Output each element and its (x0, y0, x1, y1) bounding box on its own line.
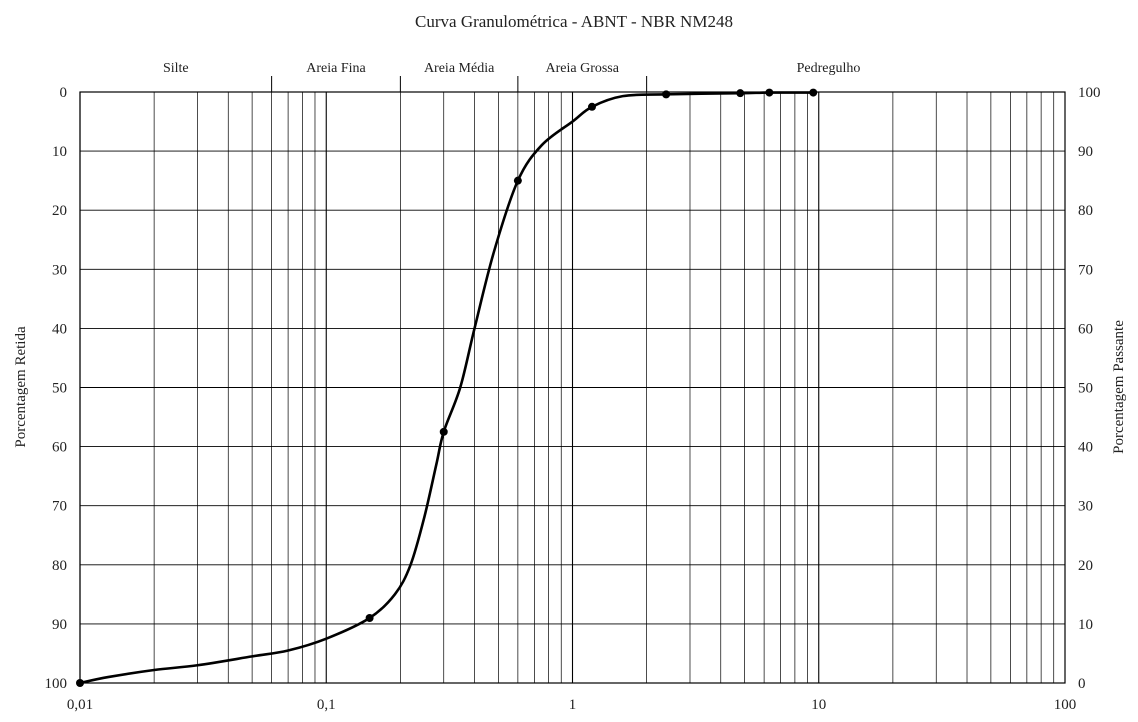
y-left-tick-label: 100 (45, 676, 68, 692)
data-point (587, 102, 596, 111)
y-right-tick-label: 80 (1078, 203, 1093, 219)
y-left-tick-labels: 0 10 20 30 40 50 60 70 80 90 100 (45, 85, 68, 692)
x-tick-label: 0,01 (67, 697, 93, 713)
y-left-axis-title: Porcentagem Retida (13, 326, 29, 448)
y-left-tick-label: 30 (52, 262, 67, 278)
data-point (513, 176, 522, 185)
y-right-axis-title: Porcentagem Passante (1111, 320, 1127, 454)
x-tick-label: 0,1 (317, 697, 336, 713)
band-label: Areia Média (424, 61, 495, 76)
y-left-tick-label: 10 (52, 144, 67, 160)
band-label: Areia Fina (306, 61, 366, 76)
band-label: Silte (163, 61, 189, 76)
plot-frame (79, 91, 1066, 684)
y-right-tick-label: 30 (1078, 499, 1093, 515)
x-tick-label: 100 (1054, 697, 1077, 713)
y-left-tick-label: 90 (52, 617, 67, 633)
y-right-tick-label: 40 (1078, 440, 1093, 456)
data-point (736, 89, 745, 98)
y-right-tick-label: 0 (1078, 676, 1086, 692)
series-layer (76, 88, 818, 687)
y-left-tick-label: 20 (52, 203, 67, 219)
band-label: Pedregulho (797, 61, 861, 76)
data-point (662, 90, 671, 99)
y-left-tick-label: 60 (52, 440, 67, 456)
y-right-tick-label: 90 (1078, 144, 1093, 160)
band-labels: Silte Areia Fina Areia Média Areia Grossa Pe… (163, 61, 860, 76)
y-right-tick-label: 20 (1078, 558, 1093, 574)
y-right-tick-label: 70 (1078, 262, 1093, 278)
x-tick-label: 1 (569, 697, 577, 713)
x-tick-label: 10 (811, 697, 826, 713)
data-point (439, 427, 448, 436)
chart-title: Curva Granulométrica - ABNT - NBR NM248 (415, 12, 733, 31)
data-point (76, 679, 84, 687)
data-point (809, 88, 818, 97)
band-dividers (271, 76, 648, 92)
data-point (765, 88, 774, 97)
y-right-tick-label: 60 (1078, 321, 1093, 337)
y-right-tick-label: 100 (1078, 85, 1101, 101)
grid (79, 91, 1065, 684)
y-left-tick-label: 70 (52, 499, 67, 515)
band-label: Areia Grossa (546, 61, 620, 76)
y-right-tick-label: 50 (1078, 381, 1093, 397)
y-right-tick-label: 10 (1078, 617, 1093, 633)
y-left-tick-label: 40 (52, 321, 67, 337)
y-left-tick-label: 80 (52, 558, 67, 574)
data-point (365, 613, 374, 622)
x-tick-labels: 0,01 0,1 1 10 100 (67, 697, 1076, 713)
y-left-tick-label: 0 (60, 85, 68, 101)
y-left-tick-label: 50 (52, 381, 67, 397)
